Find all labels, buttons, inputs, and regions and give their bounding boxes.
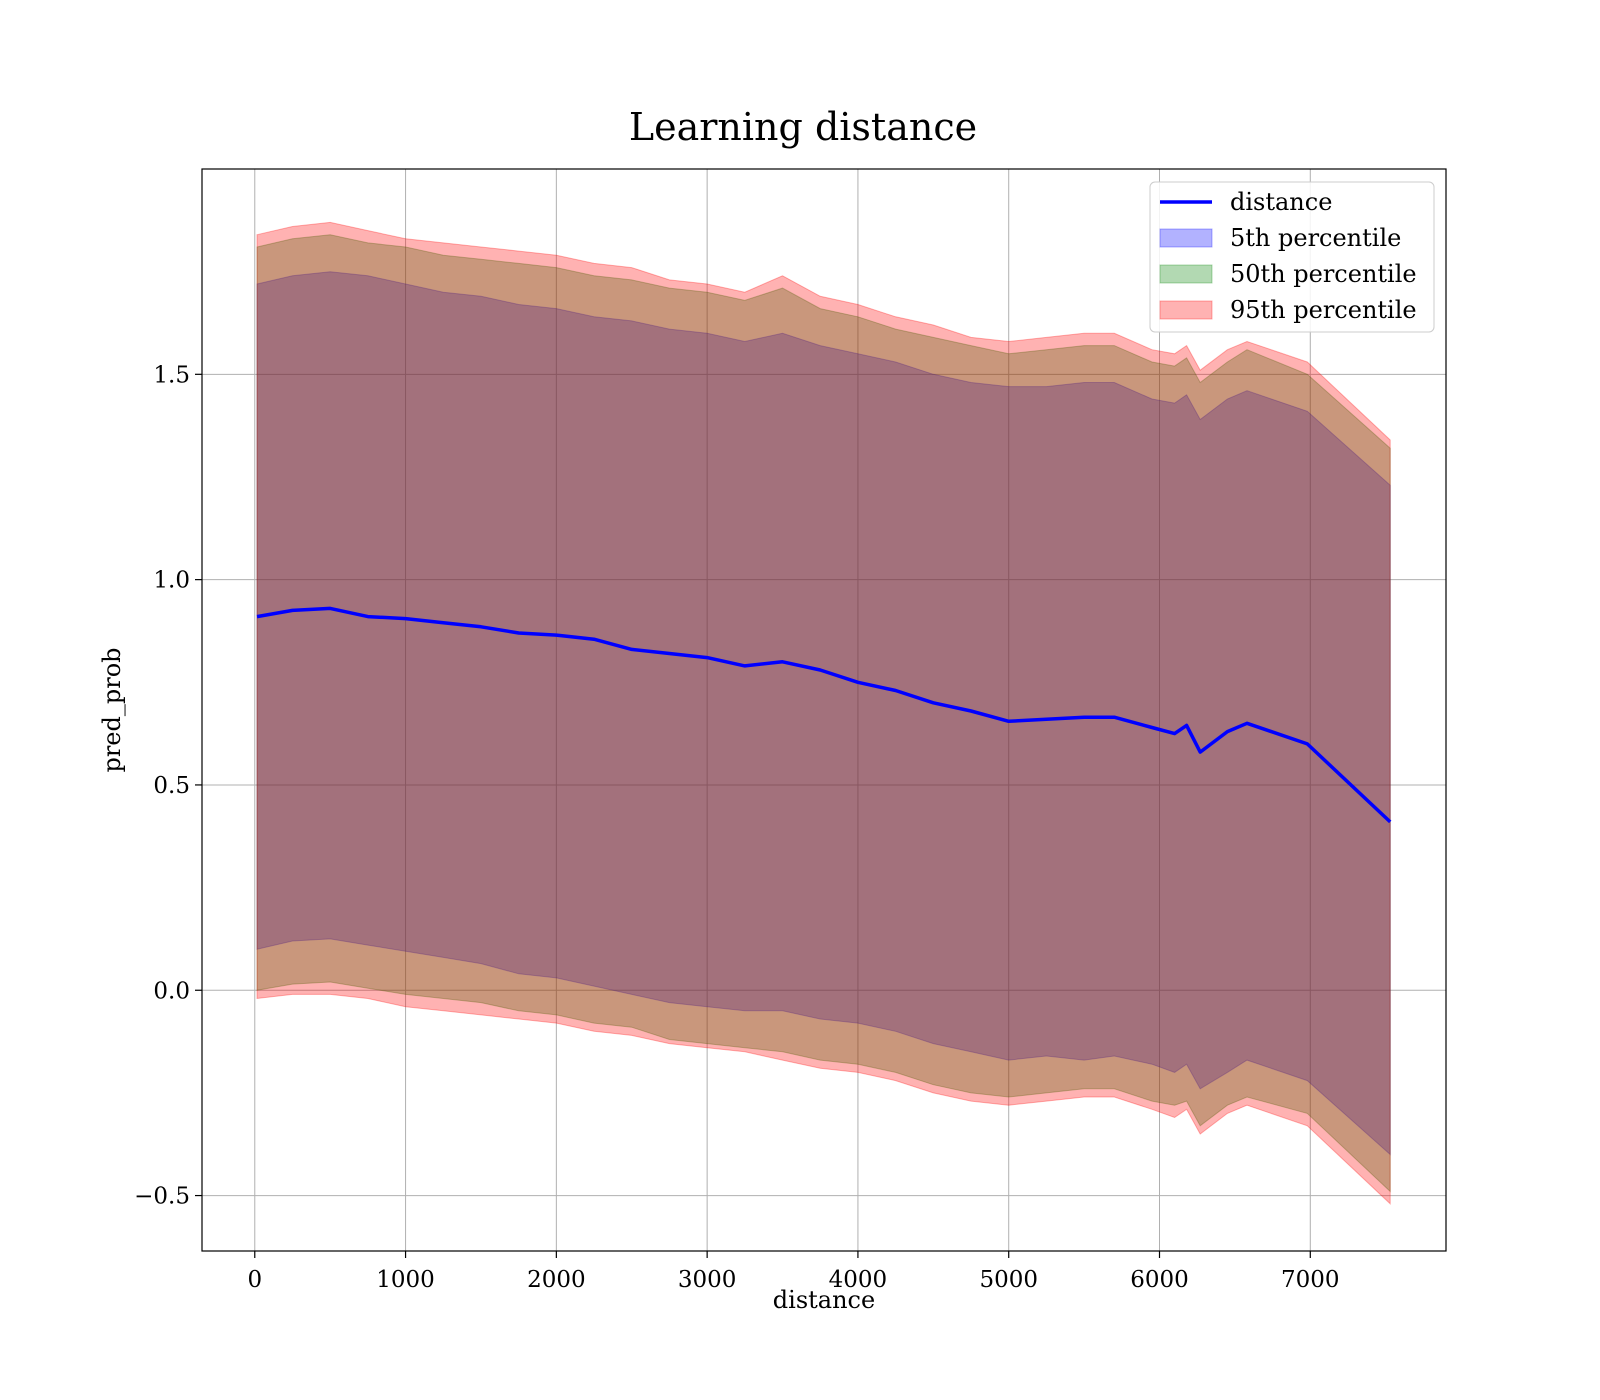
band-5th-percentile	[256, 271, 1391, 1156]
x-tick-label: 1000	[376, 1267, 435, 1293]
x-tick-label: 4000	[829, 1267, 888, 1293]
y-tick-label: 0.0	[153, 978, 190, 1004]
x-tick-label: 2000	[527, 1267, 586, 1293]
legend: distance 5th percentile 50th percentile 95t…	[1149, 181, 1435, 333]
legend-swatch-patch	[1159, 228, 1213, 248]
legend-swatch-patch	[1159, 264, 1213, 284]
x-tick-label: 3000	[678, 1267, 737, 1293]
band-95th-percentile	[256, 221, 1391, 1205]
x-tick-label: 0	[247, 1267, 262, 1293]
band-50th-percentile	[256, 234, 1391, 1193]
chart-title: Learning distance	[629, 105, 977, 149]
x-tick-label: 6000	[1130, 1267, 1189, 1293]
y-tick-label: 1.5	[153, 362, 190, 388]
axis-ticks: 0 1000 2000 3000 4000 5000 6000 7000 −0.5 0.0 0.5 1…	[134, 362, 1339, 1293]
line-series	[256, 606, 1392, 824]
y-tick-label: −0.5	[134, 1184, 190, 1210]
y-tick-label: 0.5	[153, 773, 190, 799]
gridlines	[202, 169, 1446, 1251]
x-axis-label: distance	[773, 1286, 875, 1314]
y-axis-label: pred_prob	[98, 647, 126, 772]
line-distance	[256, 606, 1392, 824]
legend-label: 5th percentile	[1230, 224, 1401, 252]
x-tick-label: 5000	[979, 1267, 1038, 1293]
plot-frame	[201, 168, 1447, 1252]
legend-swatch-patch	[1159, 300, 1213, 320]
y-tick-label: 1.0	[153, 568, 190, 594]
legend-box	[1149, 181, 1435, 333]
legend-label: 95th percentile	[1230, 296, 1417, 324]
percentile-bands	[256, 221, 1391, 1205]
x-tick-label: 7000	[1281, 1267, 1340, 1293]
legend-label: 50th percentile	[1230, 260, 1417, 288]
legend-label: distance	[1230, 188, 1332, 216]
